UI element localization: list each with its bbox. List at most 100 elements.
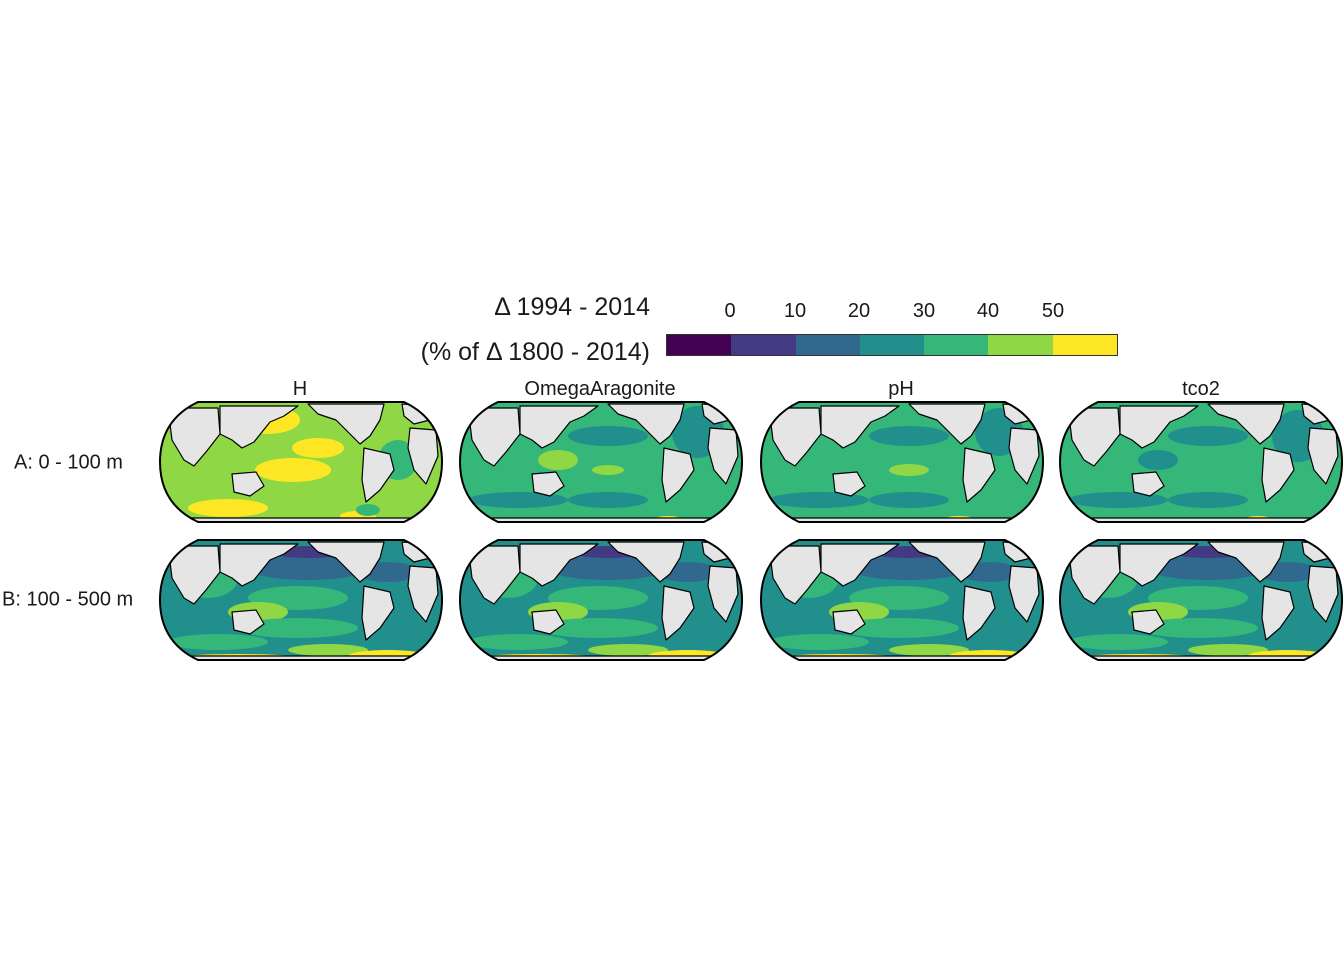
land-mass xyxy=(1207,403,1285,445)
colorbar-tick-label: 0 xyxy=(724,300,736,322)
land-mass xyxy=(1261,585,1295,641)
land-mass xyxy=(469,407,521,467)
colorbar-segment xyxy=(731,335,796,355)
ocean-anomaly-patch xyxy=(468,492,568,508)
legend-title-line1: Δ 1994 - 2014 xyxy=(494,293,650,321)
land-mass xyxy=(770,407,822,467)
map-frame xyxy=(759,401,1045,523)
ocean-anomaly-patch xyxy=(292,438,344,458)
colorbar-segment xyxy=(988,335,1053,355)
land-mass xyxy=(607,403,685,445)
land-mass xyxy=(219,405,299,449)
map-frame xyxy=(458,401,744,523)
land-mass xyxy=(307,403,385,445)
land-mass xyxy=(361,585,395,641)
ocean-anomaly-patch xyxy=(889,644,969,656)
ocean-anomaly-patch xyxy=(869,426,949,446)
land-mass xyxy=(1261,447,1295,503)
land-mass xyxy=(1207,541,1285,583)
map-panel-ph-0-100 xyxy=(759,401,1045,523)
ocean-anomaly-patch xyxy=(1068,492,1168,508)
colorbar-tick-label: 30 xyxy=(912,300,936,322)
land-mass xyxy=(1119,405,1199,449)
land-mass xyxy=(219,543,299,587)
ocean-anomaly-patch xyxy=(548,556,668,580)
land-mass xyxy=(531,471,565,497)
land-mass xyxy=(531,609,565,635)
map-panel-tco2-0-100 xyxy=(1058,401,1344,523)
ocean-anomaly-patch xyxy=(839,618,959,638)
land-mass xyxy=(832,471,866,497)
land-mass xyxy=(231,609,265,635)
ocean-anomaly-patch xyxy=(568,426,648,446)
map-frame xyxy=(759,539,1045,661)
land-mass xyxy=(820,405,900,449)
ocean-anomaly-patch xyxy=(288,644,368,656)
ocean-anomaly-patch xyxy=(468,634,568,650)
land-mass xyxy=(1131,471,1165,497)
land-mass xyxy=(661,585,695,641)
land-mass xyxy=(1131,609,1165,635)
row-label-surface: A: 0 - 100 m xyxy=(14,451,123,474)
land-mass xyxy=(519,543,599,587)
ocean-anomaly-patch xyxy=(769,634,869,650)
colorbar-segment xyxy=(924,335,989,355)
colorbar-segment xyxy=(667,335,732,355)
map-panel-h-100-500 xyxy=(158,539,444,661)
land-mass xyxy=(962,585,996,641)
map-panel-tco2-100-500 xyxy=(1058,539,1344,661)
map-panel-omega-aragonite-0-100 xyxy=(458,401,744,523)
colorbar-tick-label: 10 xyxy=(783,300,807,322)
land-mass xyxy=(519,405,599,449)
ocean-anomaly-patch xyxy=(568,492,648,508)
land-mass xyxy=(469,545,521,605)
map-frame xyxy=(158,539,444,661)
colorbar-segment xyxy=(795,335,860,355)
land-mass xyxy=(1069,545,1121,605)
land-mass xyxy=(832,609,866,635)
map-panel-ph-100-500 xyxy=(759,539,1045,661)
ocean-anomaly-patch xyxy=(188,499,268,517)
land-mass xyxy=(908,403,986,445)
land-mass xyxy=(962,447,996,503)
colorbar xyxy=(666,334,1118,356)
map-frame xyxy=(1058,539,1344,661)
ocean-anomaly-patch xyxy=(592,465,624,475)
ocean-anomaly-patch xyxy=(588,644,668,656)
colorbar-segment xyxy=(859,335,925,355)
ocean-anomaly-patch xyxy=(1168,492,1248,508)
column-label-ph: pH xyxy=(888,378,914,400)
legend-title-line2: (% of Δ 1800 - 2014) xyxy=(420,338,650,366)
land-mass xyxy=(1119,543,1199,587)
land-mass xyxy=(661,447,695,503)
row-label-subsurface: B: 100 - 500 m xyxy=(2,588,134,611)
map-frame xyxy=(1058,401,1344,523)
ocean-anomaly-patch xyxy=(255,458,331,482)
land-mass xyxy=(307,541,385,583)
ocean-anomaly-patch xyxy=(356,504,380,516)
ocean-anomaly-patch xyxy=(538,618,658,638)
land-mass xyxy=(169,545,221,605)
land-mass xyxy=(169,407,221,467)
column-label-h: H xyxy=(292,378,308,400)
column-label-omega-aragonite: OmegaAragonite xyxy=(524,378,676,400)
ocean-anomaly-patch xyxy=(538,450,578,470)
ocean-anomaly-patch xyxy=(869,492,949,508)
ocean-anomaly-patch xyxy=(1148,556,1268,580)
ocean-anomaly-patch xyxy=(1138,450,1178,470)
land-mass xyxy=(1069,407,1121,467)
ocean-anomaly-patch xyxy=(238,618,358,638)
land-mass xyxy=(908,541,986,583)
column-label-tco2: tco2 xyxy=(1182,378,1220,400)
map-panel-h-0-100 xyxy=(158,401,444,523)
land-mass xyxy=(820,543,900,587)
ocean-anomaly-patch xyxy=(1068,634,1168,650)
land-mass xyxy=(231,471,265,497)
colorbar-segment xyxy=(1052,335,1117,355)
ocean-anomaly-patch xyxy=(248,556,368,580)
ocean-anomaly-patch xyxy=(889,464,929,476)
map-panel-omega-aragonite-100-500 xyxy=(458,539,744,661)
colorbar-tick-label: 50 xyxy=(1041,300,1065,322)
land-mass xyxy=(607,541,685,583)
ocean-anomaly-patch xyxy=(769,492,869,508)
